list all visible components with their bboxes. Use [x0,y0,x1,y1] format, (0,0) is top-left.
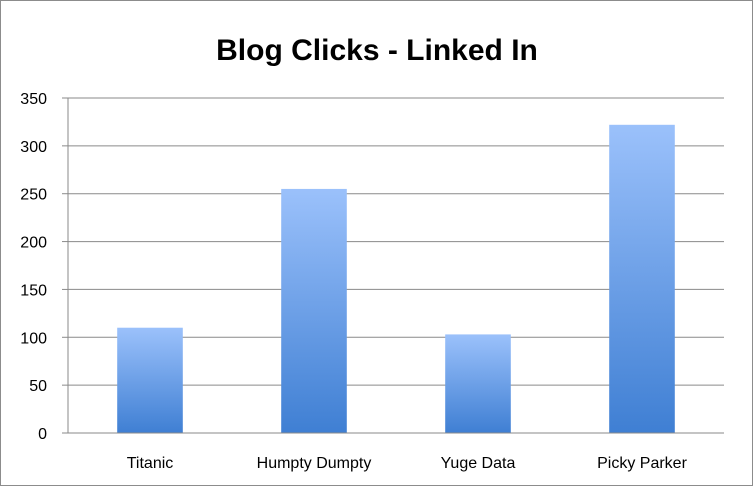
y-tick-label: 100 [20,330,47,347]
x-tick-label: Titanic [127,455,174,472]
bar [117,327,183,433]
y-tick-label: 300 [20,139,47,156]
y-tick-label: 0 [38,426,47,443]
y-tick-label: 200 [20,235,47,252]
bars [117,124,675,434]
x-tick-label: Humpty Dumpty [257,455,372,472]
y-tick-label: 50 [29,378,47,395]
x-tick-labels: Titanic Humpty Dumpty Yuge Data Picky Parke… [127,455,688,472]
y-tick-labels: 0 50 100 150 200 250 300 350 [20,91,47,443]
bar [609,124,675,434]
axes [67,98,724,434]
y-tick-label: 350 [20,91,47,108]
chart-title: Blog Clicks - Linked In [216,34,538,67]
y-tick-label: 250 [20,187,47,204]
x-tick-label: Picky Parker [597,455,687,472]
y-tick-label: 150 [20,282,47,299]
bar [281,188,347,433]
x-tick-label: Yuge Data [441,455,516,472]
bar [445,334,511,433]
